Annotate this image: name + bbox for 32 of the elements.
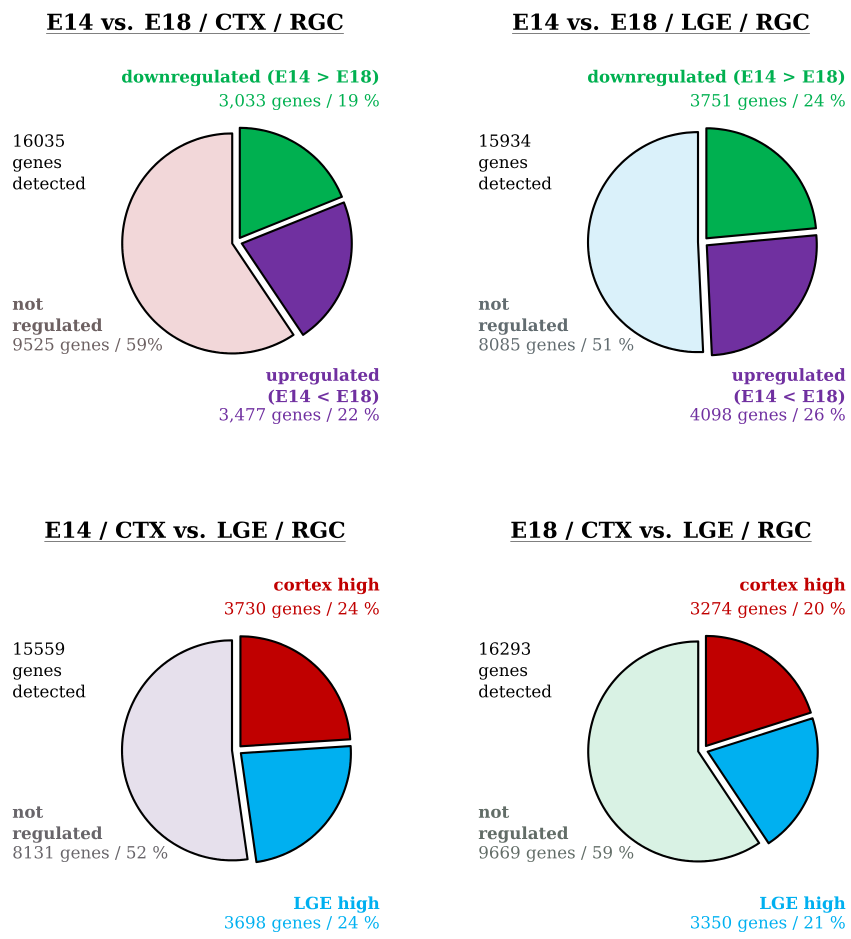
data-label: 3751 genes / 24 % [691,94,845,110]
text: 15559 genes detected [13,642,86,698]
data-label: 3274 genes / 20 % [691,602,845,618]
data-label: 3,033 genes / 19 % [220,94,379,110]
chart-title: E14 / CTX vs. LGE / RGC [45,521,345,540]
text: 15934 genes detected [479,134,552,190]
chart-title: E14 vs. E18 / CTX / RGC [47,13,343,32]
slice-label: not regulated [478,806,568,843]
data-label: 3,477 genes / 22 % [220,408,379,424]
data-label: 3730 genes / 24 % [225,602,379,618]
slice-label: LGE high [294,896,380,913]
data-label: 3350 genes / 21 % [691,916,845,932]
chart-title: E18 / CTX vs. LGE / RGC [511,521,811,540]
data-label: 9525 genes / 59% [13,338,162,354]
slice-label: downregulated (E14 > E18) [588,70,844,86]
slice-label: downregulated (E14 > E18) [122,70,378,86]
slice-label: upregulated (E14 < E18) [732,368,846,405]
slice-label: upregulated (E14 < E18) [266,368,380,405]
slice-label: cortex high [274,578,380,594]
slice-label: not regulated [478,298,568,335]
text: 16035 genes detected [13,134,86,190]
chart-title: E14 vs. E18 / LGE / RGC [513,13,809,32]
slice-label: not regulated [12,806,102,843]
data-label: 3698 genes / 24 % [225,916,379,932]
data-label: 9669 genes / 59 % [479,846,634,862]
data-label: 8085 genes / 51 % [479,338,634,354]
text: 16293 genes detected [479,642,552,698]
slice-label: not regulated [12,298,102,335]
data-label: 8131 genes / 52 % [13,846,168,862]
data-label: 4098 genes / 26 % [690,408,845,424]
slice-label: cortex high [740,578,846,594]
slice-label: LGE high [760,896,846,913]
